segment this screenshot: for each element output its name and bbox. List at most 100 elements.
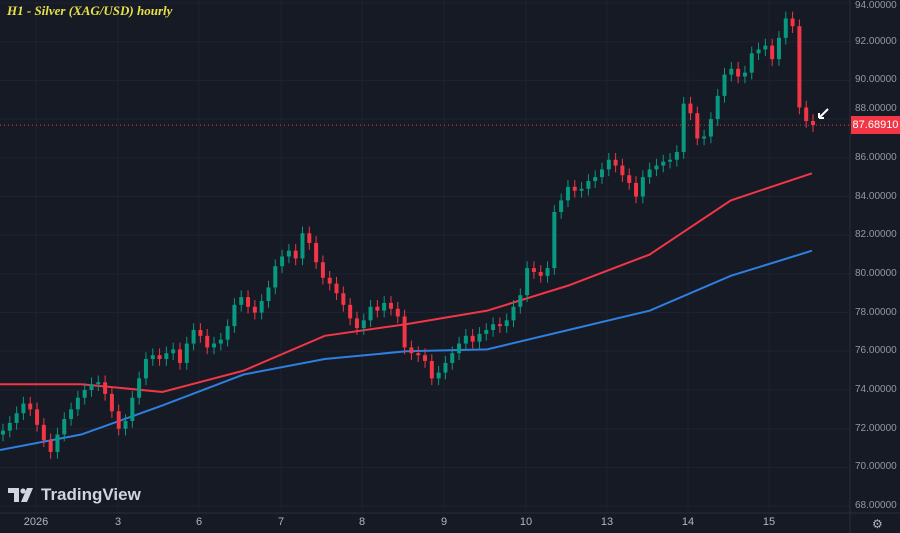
y-tick-label: 86.00000 <box>855 151 897 163</box>
candle-body <box>143 359 148 379</box>
x-tick-label: 3 <box>114 516 122 528</box>
x-tick-label: 15 <box>762 516 776 528</box>
candle-body <box>252 306 257 313</box>
candle-body <box>171 349 176 354</box>
candle-body <box>314 242 319 263</box>
x-tick-label: 13 <box>600 516 614 528</box>
candle-body <box>348 304 353 319</box>
candle-body <box>164 353 169 360</box>
candle-body <box>361 320 366 329</box>
candle-body <box>511 306 516 321</box>
x-tick-label: 6 <box>195 516 203 528</box>
candle-body <box>402 316 407 348</box>
candle-body <box>395 308 400 317</box>
candle-body <box>559 200 564 212</box>
candle-body <box>225 326 230 340</box>
candle-body <box>232 304 237 327</box>
candle-body <box>797 26 802 108</box>
candle-body <box>388 302 393 309</box>
candle-body <box>695 113 700 139</box>
candle-body <box>443 362 448 373</box>
candle-body <box>620 165 625 176</box>
candle-body <box>531 268 536 272</box>
candle-body <box>790 18 795 27</box>
candle-body <box>89 384 94 390</box>
candle-body <box>48 440 53 452</box>
candle-body <box>205 335 210 348</box>
candle-body <box>552 211 557 269</box>
candle-body <box>681 103 686 152</box>
candle-body <box>416 353 421 356</box>
candle-body <box>218 339 223 344</box>
candle-body <box>28 403 33 410</box>
candle-body <box>504 320 509 327</box>
candle-body <box>341 293 346 305</box>
candle-body <box>286 250 291 257</box>
x-tick-label: 9 <box>440 516 448 528</box>
candle-body <box>69 409 74 420</box>
candle-body <box>593 177 598 182</box>
y-tick-label: 92.00000 <box>855 35 897 47</box>
tradingview-logo: TradingView <box>8 485 141 505</box>
candle-body <box>14 413 19 423</box>
candle-body <box>811 121 815 126</box>
candle-body <box>450 353 455 363</box>
candle-body <box>477 333 482 342</box>
candle-body <box>382 302 387 311</box>
x-tick-label: 8 <box>358 516 366 528</box>
candle-body <box>497 324 502 327</box>
candle-body <box>375 306 380 311</box>
candle-body <box>572 186 577 191</box>
y-tick-label: 76.00000 <box>855 345 897 357</box>
y-tick-label: 84.00000 <box>855 190 897 202</box>
candle-body <box>320 262 325 278</box>
candle-body <box>157 355 162 360</box>
candle-body <box>35 409 40 425</box>
candle-body <box>1 430 5 435</box>
candle-body <box>729 68 734 75</box>
candle-body <box>96 382 101 385</box>
candle-body <box>75 397 80 410</box>
candle-body <box>722 74 727 96</box>
candle-body <box>266 287 271 301</box>
candle-body <box>702 136 707 139</box>
current-price-label: 87.68910 <box>851 116 900 134</box>
candle-body <box>62 419 67 435</box>
candle-body <box>640 177 645 197</box>
x-tick-label: 14 <box>681 516 695 528</box>
candle-body <box>423 355 428 361</box>
candle-body <box>776 37 781 60</box>
candle-body <box>661 161 666 166</box>
candle-body <box>327 277 332 284</box>
candle-body <box>463 335 468 344</box>
candle-body <box>586 181 591 189</box>
y-tick-label: 88.00000 <box>855 103 897 114</box>
candle-body <box>293 250 298 259</box>
candle-body <box>191 330 196 344</box>
candle-body <box>634 182 639 197</box>
candle-body <box>130 397 135 421</box>
candle-body <box>109 393 114 412</box>
candle-body <box>674 151 679 160</box>
candle-body <box>545 268 550 276</box>
gear-icon[interactable]: ⚙ <box>872 517 883 531</box>
candle-body <box>579 188 584 191</box>
candle-body <box>103 382 108 394</box>
y-tick-label: 90.00000 <box>855 74 897 86</box>
candle-body <box>41 424 46 441</box>
candle-body <box>123 420 128 429</box>
candle-body <box>491 324 496 331</box>
candle-body <box>259 300 264 313</box>
candle-body <box>599 169 604 178</box>
candle-body <box>654 165 659 170</box>
candle-body <box>742 72 747 77</box>
candle-body <box>708 119 713 137</box>
candle-body <box>756 49 761 54</box>
chart-title: H1 - Silver (XAG/USD) hourly <box>7 3 173 18</box>
y-tick-label: 70.00000 <box>855 461 897 473</box>
y-tick-label: 78.00000 <box>855 306 897 318</box>
candle-body <box>749 53 754 73</box>
candle-body <box>518 295 523 307</box>
candle-body <box>150 355 155 360</box>
